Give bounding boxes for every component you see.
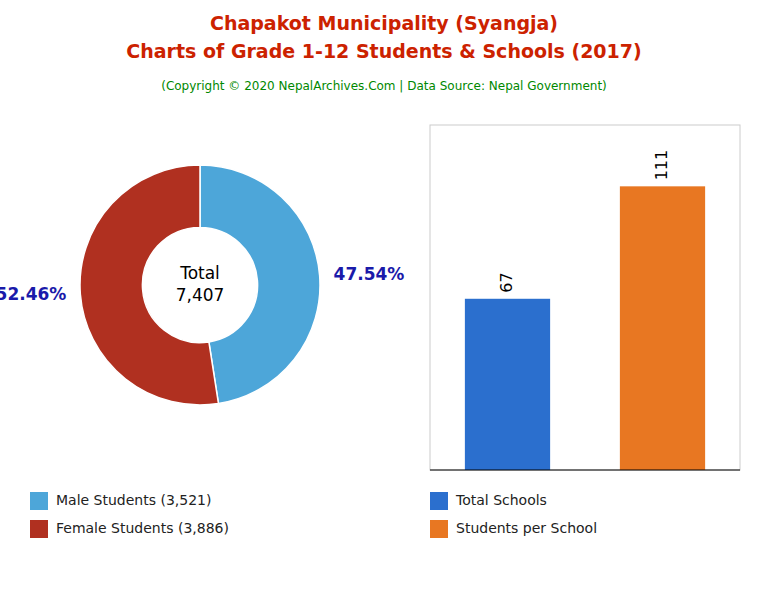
legend-swatch — [30, 492, 48, 510]
donut-chart: 47.54% 52.46% Total7,407 Male Students (3,5… — [0, 165, 404, 538]
baseline — [430, 470, 740, 471]
titles: Chapakot Municipality (Syangja) Charts of… — [126, 12, 641, 93]
title: Chapakot Municipality (Syangja) — [210, 12, 558, 34]
page: Chapakot Municipality (Syangja) html, bo… — [0, 0, 768, 597]
background — [0, 0, 768, 597]
data-label: 52.46% — [0, 284, 66, 304]
chart-svg: Chapakot Municipality (Syangja) Charts of… — [0, 0, 768, 597]
bar — [465, 299, 550, 470]
data-label: 111 — [652, 150, 671, 181]
center-text: Total — [179, 263, 220, 283]
bar-chart: 67 111 Total Schools Students per School — [430, 125, 740, 538]
legend-swatch — [30, 520, 48, 538]
page-body: {"title": ["Chapakot Municipality (Syang… — [0, 0, 768, 597]
data-label: 47.54% — [334, 264, 405, 284]
legend-swatch — [430, 492, 448, 510]
center-text: 7,407 — [176, 285, 225, 305]
chart-container: Chapakot Municipality (Syangja) Charts of… — [0, 0, 768, 597]
legend: Total Schools Students per School — [430, 492, 597, 538]
subtitle: (Copyright © 2020 NepalArchives.Com | Da… — [161, 79, 607, 93]
data-labels: 67 111 — [497, 150, 671, 293]
bars — [465, 186, 705, 470]
data-label: 67 — [497, 272, 516, 292]
bar — [620, 186, 705, 470]
legend-swatch — [430, 520, 448, 538]
title: Charts of Grade 1-12 Students & Schools … — [126, 40, 641, 62]
plot-frame — [430, 125, 740, 470]
legend-entry: Female Students (3,886) — [56, 520, 229, 536]
legend-entry: Students per School — [456, 520, 597, 536]
legend-entry: Total Schools — [455, 492, 547, 508]
legend: Male Students (3,521) Female Students (3,… — [30, 492, 229, 538]
legend-entry: Male Students (3,521) — [56, 492, 211, 508]
